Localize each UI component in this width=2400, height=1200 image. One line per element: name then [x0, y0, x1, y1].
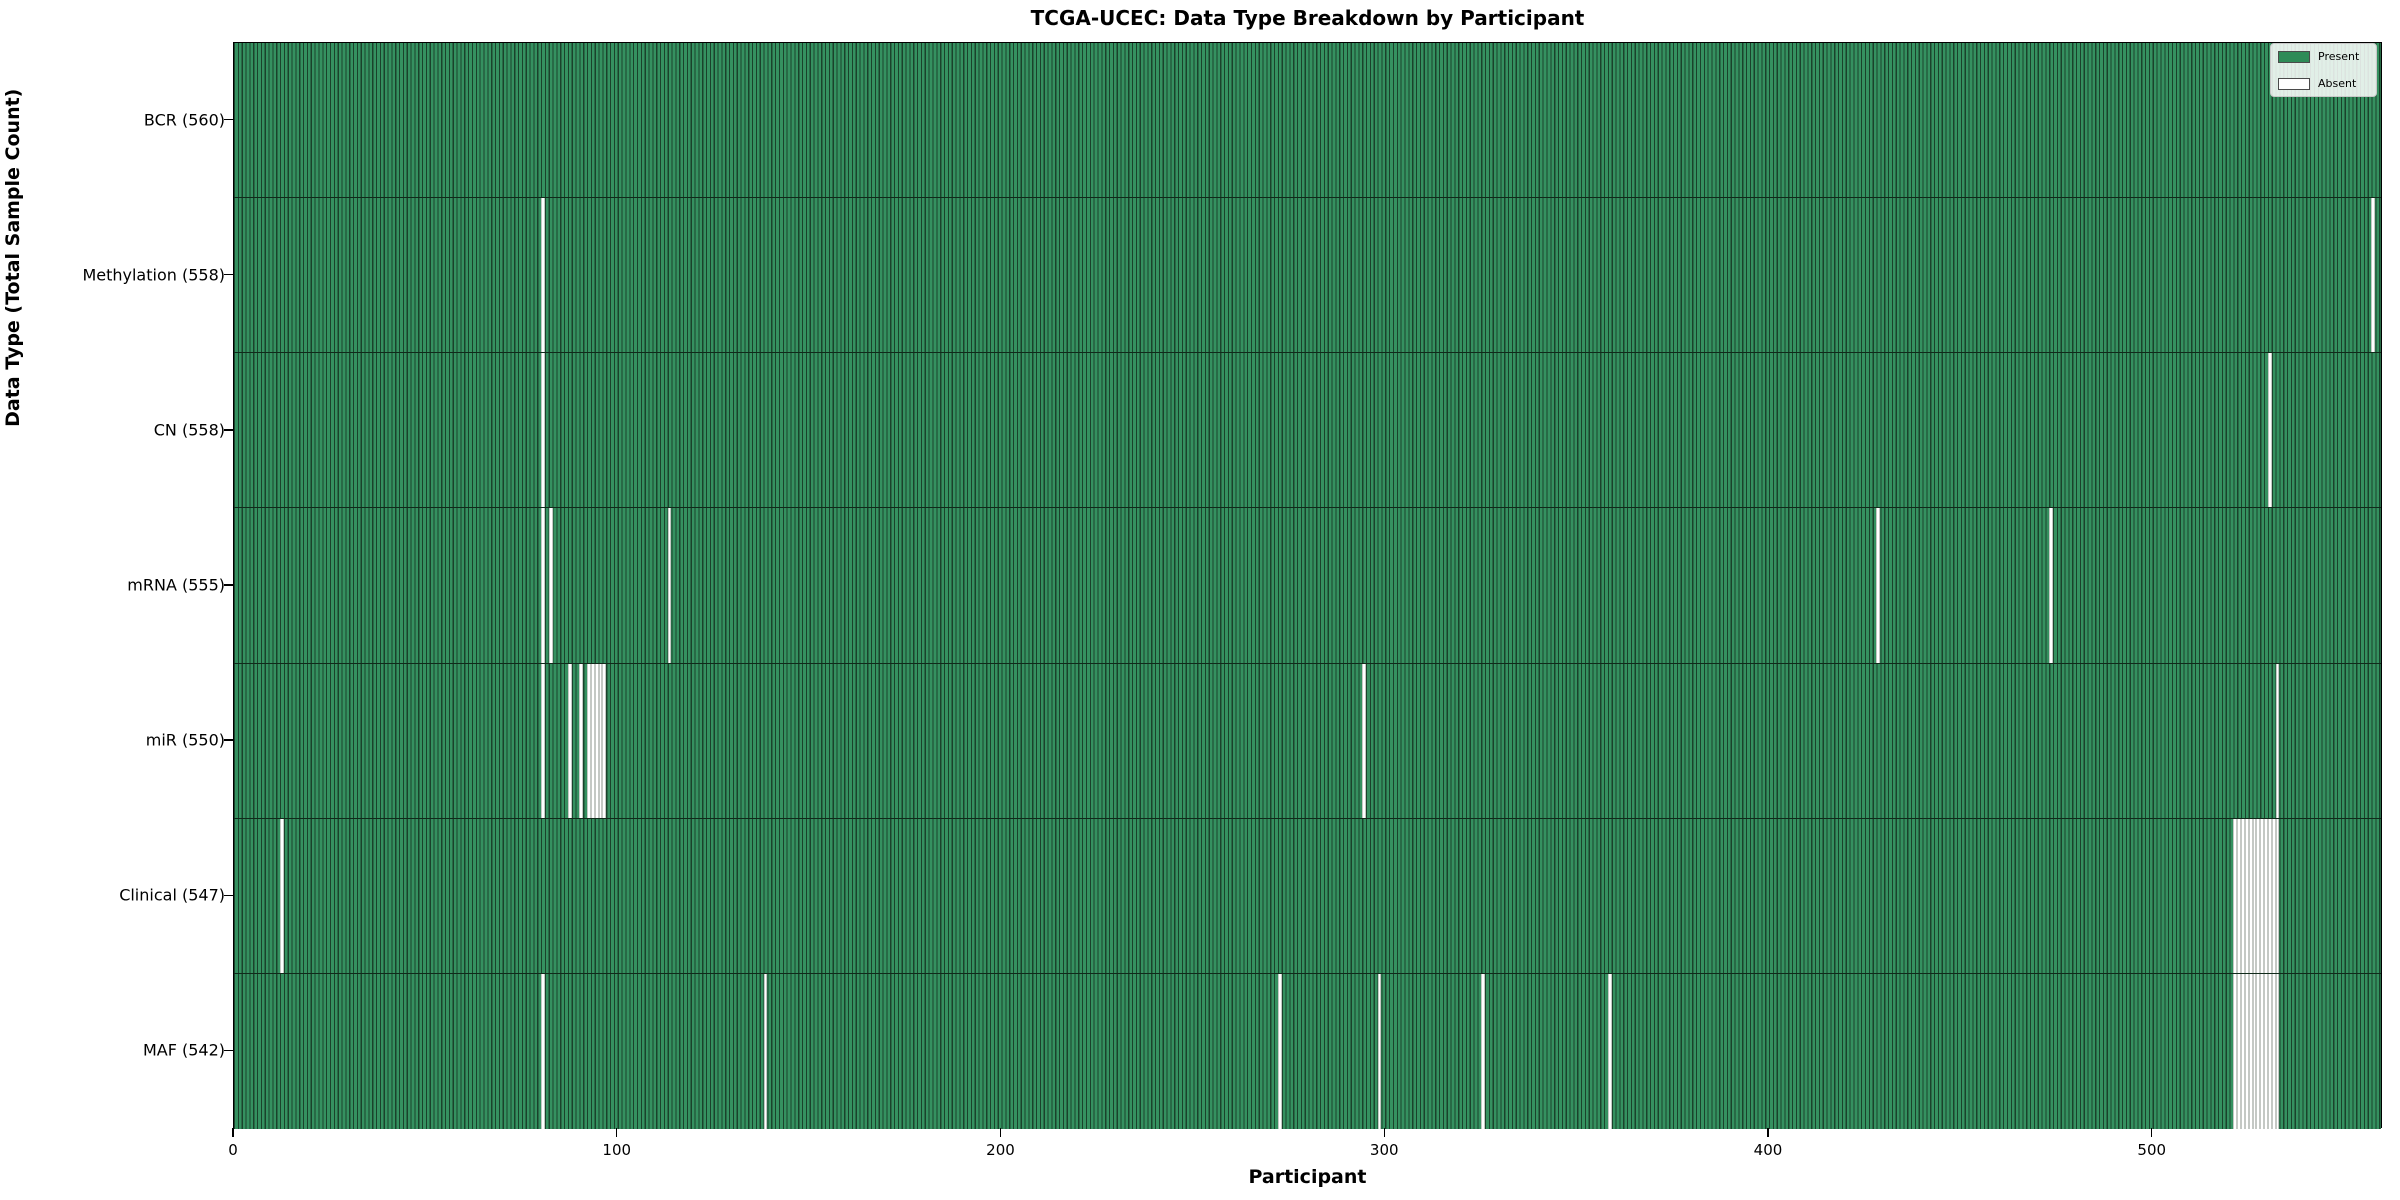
x-tick-mark [616, 1128, 618, 1137]
absent-mark [2241, 818, 2245, 973]
y-tick-mark [224, 584, 233, 586]
absent-mark [2264, 818, 2268, 973]
x-tick-label-500: 500 [2137, 1141, 2167, 1159]
y-tick-mark [224, 1049, 233, 1052]
y-tick-label-methylation: Methylation (558) [82, 265, 225, 285]
x-tick-label-400: 400 [1753, 1141, 1783, 1159]
absent-mark [1362, 663, 1367, 818]
absent-mark [2371, 198, 2376, 353]
absent-mark [280, 818, 284, 973]
absent-mark [1607, 973, 1612, 1129]
absent-mark [541, 973, 545, 1129]
y-tick-label-clinical: Clinical (547) [119, 885, 225, 905]
absent-mark [2252, 818, 2257, 973]
absent-mark [2248, 818, 2253, 973]
x-axis-label: Participant [1248, 1166, 1367, 1188]
y-tick-label-mrna: mRNA (555) [127, 575, 225, 595]
y-axis-label: Data Type (Total Sample Count) [2, 88, 24, 427]
absent-mark [2267, 818, 2272, 973]
absent-mark [2275, 663, 2280, 818]
data-row-bcr [234, 43, 2381, 199]
data-row-methylation [234, 198, 2381, 354]
absent-mark [2271, 973, 2276, 1129]
absent-mark [2244, 973, 2249, 1129]
x-tick-mark [1767, 1128, 1769, 1137]
absent-mark [1481, 973, 1486, 1129]
legend-entry-present: Present [2278, 50, 2369, 63]
absent-mark [1377, 973, 1382, 1129]
y-tick-mark [224, 118, 233, 121]
absent-mark [2267, 353, 2272, 508]
absent-mark [602, 663, 607, 818]
absent-mark [2256, 973, 2261, 1129]
data-row-clinical [234, 818, 2381, 974]
x-tick-label-100: 100 [602, 1141, 632, 1159]
absent-mark [2260, 818, 2265, 973]
absent-mark [2256, 818, 2261, 973]
absent-mark [1876, 508, 1881, 663]
absent-mark [2267, 973, 2272, 1129]
y-tick-mark [224, 274, 233, 276]
y-tick-mark [224, 429, 233, 431]
absent-mark [2237, 818, 2241, 973]
legend: Present Absent [2270, 43, 2377, 97]
x-tick-mark [999, 1128, 1002, 1137]
absent-mark [2252, 973, 2257, 1129]
absent-mark [598, 663, 603, 818]
absent-mark [763, 973, 768, 1129]
legend-absent-swatch [2278, 77, 2310, 90]
legend-present-swatch [2278, 50, 2310, 63]
absent-mark [541, 198, 545, 353]
data-row-cn [234, 353, 2381, 509]
absent-mark [667, 508, 672, 663]
absent-mark [1277, 973, 1282, 1129]
y-tick-label-mir: miR (550) [145, 730, 225, 750]
absent-mark [2049, 508, 2053, 663]
y-tick-label-bcr: BCR (560) [143, 110, 225, 130]
y-tick-mark [224, 739, 233, 741]
x-tick-label-0: 0 [228, 1141, 238, 1159]
absent-mark [587, 663, 591, 818]
y-tick-mark [224, 894, 233, 896]
x-tick-mark [232, 1128, 234, 1137]
absent-mark [548, 508, 553, 663]
x-tick-label-200: 200 [986, 1141, 1015, 1159]
absent-mark [594, 663, 599, 818]
absent-mark [2237, 973, 2241, 1129]
data-row-maf [234, 973, 2381, 1129]
data-row-mir [234, 663, 2381, 819]
absent-mark [2260, 973, 2265, 1129]
x-tick-mark [2151, 1128, 2153, 1137]
absent-mark [579, 663, 584, 818]
absent-mark [590, 663, 595, 818]
x-tick-label-300: 300 [1369, 1141, 1399, 1159]
absent-mark [541, 663, 545, 818]
x-tick-mark [1383, 1128, 1385, 1137]
absent-mark [2271, 818, 2276, 973]
chart-title: TCGA-UCEC: Data Type Breakdown by Partic… [1030, 6, 1585, 30]
absent-mark [2244, 818, 2249, 973]
y-tick-label-cn: CN (558) [153, 420, 225, 440]
legend-absent-label: Absent [2318, 77, 2357, 90]
absent-mark [567, 663, 572, 818]
absent-mark [2241, 973, 2245, 1129]
absent-mark [541, 353, 545, 508]
absent-mark [2248, 973, 2253, 1129]
absent-mark [541, 508, 545, 663]
absent-mark [2275, 818, 2280, 973]
legend-present-label: Present [2318, 50, 2360, 63]
legend-entry-absent: Absent [2278, 77, 2369, 90]
plot-area [233, 42, 2382, 1129]
absent-mark [2233, 973, 2238, 1129]
absent-mark [2233, 818, 2238, 973]
data-row-mrna [234, 508, 2381, 664]
absent-mark [2275, 973, 2280, 1129]
absent-mark [2264, 973, 2268, 1129]
y-tick-label-maf: MAF (542) [142, 1040, 225, 1060]
